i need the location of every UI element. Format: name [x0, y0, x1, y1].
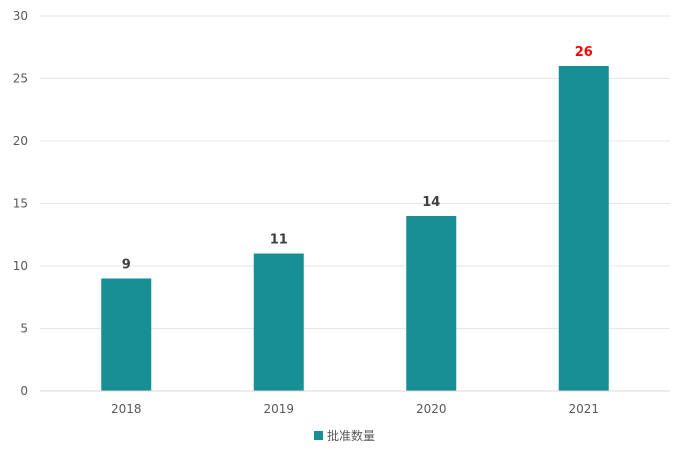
x-tick-label-2021: 2021: [568, 402, 599, 416]
bar-2021: [558, 66, 609, 391]
bar-2019: [253, 253, 304, 391]
x-tick-label-2020: 2020: [416, 402, 447, 416]
data-label-2018: 9: [122, 258, 131, 273]
data-label-2020: 14: [422, 195, 440, 210]
y-tick-label: 30: [13, 9, 28, 23]
x-axis-ticks: 2018 2019 2020 2021: [111, 402, 599, 416]
y-tick-label: 20: [13, 134, 28, 148]
y-tick-label: 5: [20, 322, 28, 336]
x-tick-label-2018: 2018: [111, 402, 142, 416]
y-tick-label: 15: [13, 197, 28, 211]
data-labels: 9 11 14 26: [122, 45, 593, 273]
bar-2020: [406, 216, 457, 391]
data-label-2021: 26: [575, 45, 593, 60]
bars: [101, 66, 609, 391]
legend-swatch: [314, 431, 323, 440]
x-tick-label-2019: 2019: [263, 402, 294, 416]
bar-2018: [101, 278, 152, 391]
legend-label: 批准数量: [327, 428, 375, 443]
y-tick-label: 25: [13, 72, 28, 86]
data-label-2019: 11: [270, 233, 288, 248]
legend: 批准数量: [314, 428, 375, 443]
y-axis-ticks: 0 5 10 15 20 25 30: [13, 9, 28, 398]
y-tick-label: 0: [20, 384, 28, 398]
y-tick-label: 10: [13, 259, 28, 273]
